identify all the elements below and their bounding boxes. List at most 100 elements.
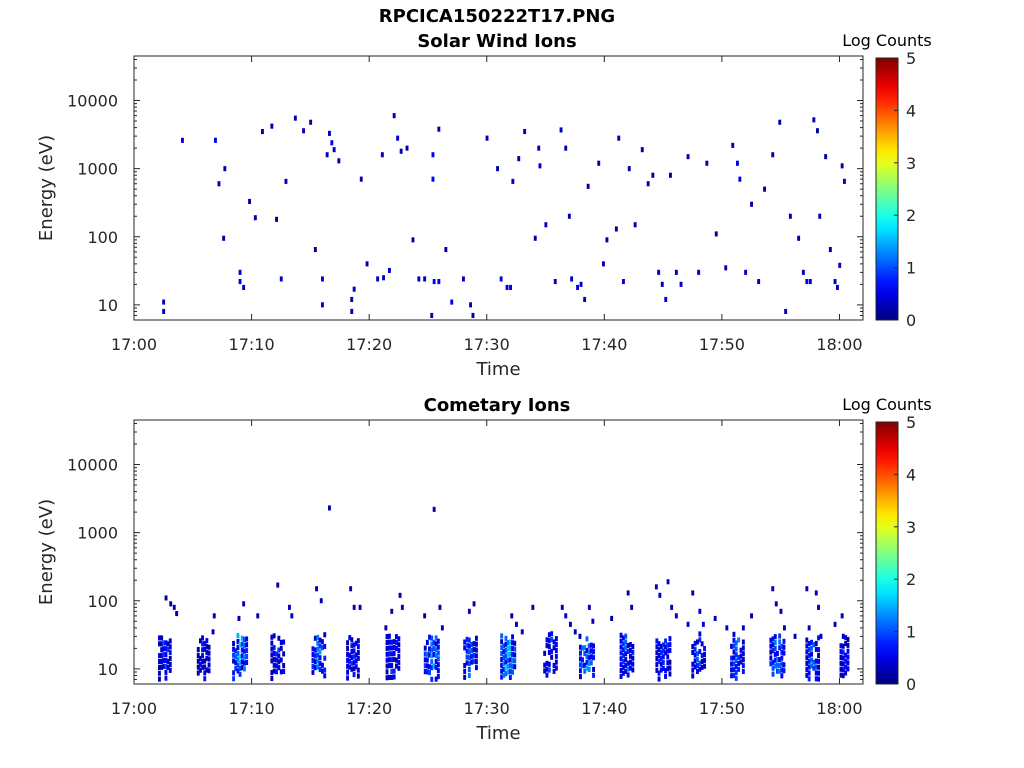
panel2-burst-cell [841, 655, 845, 661]
panel2-data-cell [531, 604, 535, 610]
panel2-data-cell [741, 625, 745, 631]
panel2-burst-cell [385, 675, 389, 681]
panel2-burst-cell [585, 648, 589, 654]
panel2-burst-cell [240, 659, 244, 665]
panel2-burst-cell [504, 647, 508, 653]
panel2-burst-cell [346, 669, 349, 675]
panel2-burst-cell [346, 675, 349, 681]
panel2-colorbar-tick-label: 3 [906, 518, 916, 537]
panel2-burst-cell [545, 643, 549, 649]
panel2-burst-cell [739, 653, 743, 659]
panel2-burst-cell [659, 655, 663, 661]
panel2-burst-cell [511, 640, 514, 646]
panel2-burst-cell [313, 659, 317, 665]
panel2-burst-cell [282, 663, 286, 669]
panel2-burst-cell [703, 657, 706, 663]
panel2-burst-cell [243, 666, 246, 672]
panel2-burst-cell [199, 638, 202, 644]
panel2-data-cell [626, 590, 630, 596]
panel1-data-cell [328, 130, 331, 136]
panel2-burst-cell [316, 664, 320, 670]
panel2-data-cell [573, 629, 577, 635]
panel2-burst-cell [780, 667, 784, 673]
panel2-burst-cell [812, 659, 816, 665]
panel2-burst-cell [624, 663, 628, 669]
panel1-data-cell [669, 172, 672, 178]
panel2-burst-cell [554, 653, 558, 659]
panel1-data-cell [840, 163, 844, 169]
panel1-data-cell [330, 140, 334, 146]
panel2-burst-cell [160, 659, 164, 665]
panel1-data-cell [602, 261, 605, 267]
panel2-burst-cell [693, 664, 697, 670]
panel2-burst-cell [703, 651, 706, 657]
panel1-data-cell [744, 269, 748, 275]
panel2-burst-cell [814, 670, 818, 676]
panel2-burst-cell [348, 635, 352, 641]
panel2-burst-cell [390, 651, 394, 657]
panel2-burst-cell [629, 665, 632, 671]
panel2-burst-cell [397, 659, 401, 665]
panel2-burst-cell [385, 669, 389, 675]
panel2-burst-cell [581, 657, 584, 663]
panel2-burst-cell [693, 646, 697, 652]
panel2-burst-cell [631, 667, 635, 673]
panel1-data-cell [270, 123, 274, 129]
panel2-burst-cell [741, 651, 745, 657]
panel2-burst-cell [321, 668, 324, 674]
panel2-burst-cell [659, 667, 663, 673]
panel2-burst-cell [316, 646, 320, 652]
panel2-burst-cell [240, 647, 244, 653]
panel2-data-cell [510, 613, 514, 619]
panel2-burst-cell [619, 673, 623, 679]
panel2-data-cell [472, 601, 476, 607]
panel2-burst-cell [232, 670, 235, 676]
panel2-burst-cell [430, 635, 434, 641]
panel2-burst-cell [508, 657, 512, 663]
panel2-burst-cell [730, 661, 733, 667]
panel2-burst-cell [661, 648, 665, 654]
panel2-burst-cell [316, 640, 320, 646]
panel1-data-cell [261, 129, 264, 135]
panel2-burst-cell [168, 638, 172, 644]
panel2-burst-cell [547, 644, 551, 650]
panel2-burst-cell [430, 676, 434, 682]
panel2-burst-cell [583, 668, 587, 674]
panel2-burst-cell [655, 638, 659, 644]
panel1-data-cell [597, 160, 601, 166]
panel2-burst-cell [579, 650, 582, 656]
panel1-data-cell [731, 142, 735, 148]
panel2-burst-cell [277, 635, 281, 641]
panel2-burst-cell [385, 657, 389, 663]
panel2-burst-cell [700, 653, 704, 659]
panel2-data-cell [783, 625, 786, 631]
panel2-burst-cell [626, 660, 630, 666]
panel2-burst-cell [814, 658, 818, 664]
panel2-burst-cell [504, 641, 508, 647]
panel2-burst-cell [472, 647, 476, 653]
panel2-burst-cell [545, 666, 549, 672]
panel2-burst-cell [846, 642, 850, 648]
panel2-burst-cell [511, 634, 514, 640]
panel2-burst-cell [626, 643, 630, 649]
panel2-burst-cell [502, 655, 506, 661]
panel2-burst-cell [397, 636, 401, 642]
panel1-data-cell [553, 279, 557, 285]
panel2-burst-cell [552, 645, 556, 651]
panel2-burst-cell [323, 632, 327, 638]
panel2-burst-cell [428, 670, 431, 676]
panel2-data-cell [725, 625, 729, 631]
panel2-burst-cell [619, 662, 623, 668]
panel2-burst-cell [354, 652, 358, 658]
panel2-burst-cell [782, 638, 786, 644]
panel2-burst-cell [434, 641, 438, 647]
panel2-burst-cell [624, 657, 628, 663]
panel2-burst-cell [734, 664, 738, 670]
panel1-data-cell [313, 247, 317, 253]
panel2-burst-cell [839, 649, 843, 655]
panel2-burst-cell [352, 672, 356, 678]
panel2-burst-cell [579, 644, 582, 650]
panel2-burst-cell [589, 660, 593, 666]
panel1-title: Solar Wind Ions [417, 31, 577, 52]
